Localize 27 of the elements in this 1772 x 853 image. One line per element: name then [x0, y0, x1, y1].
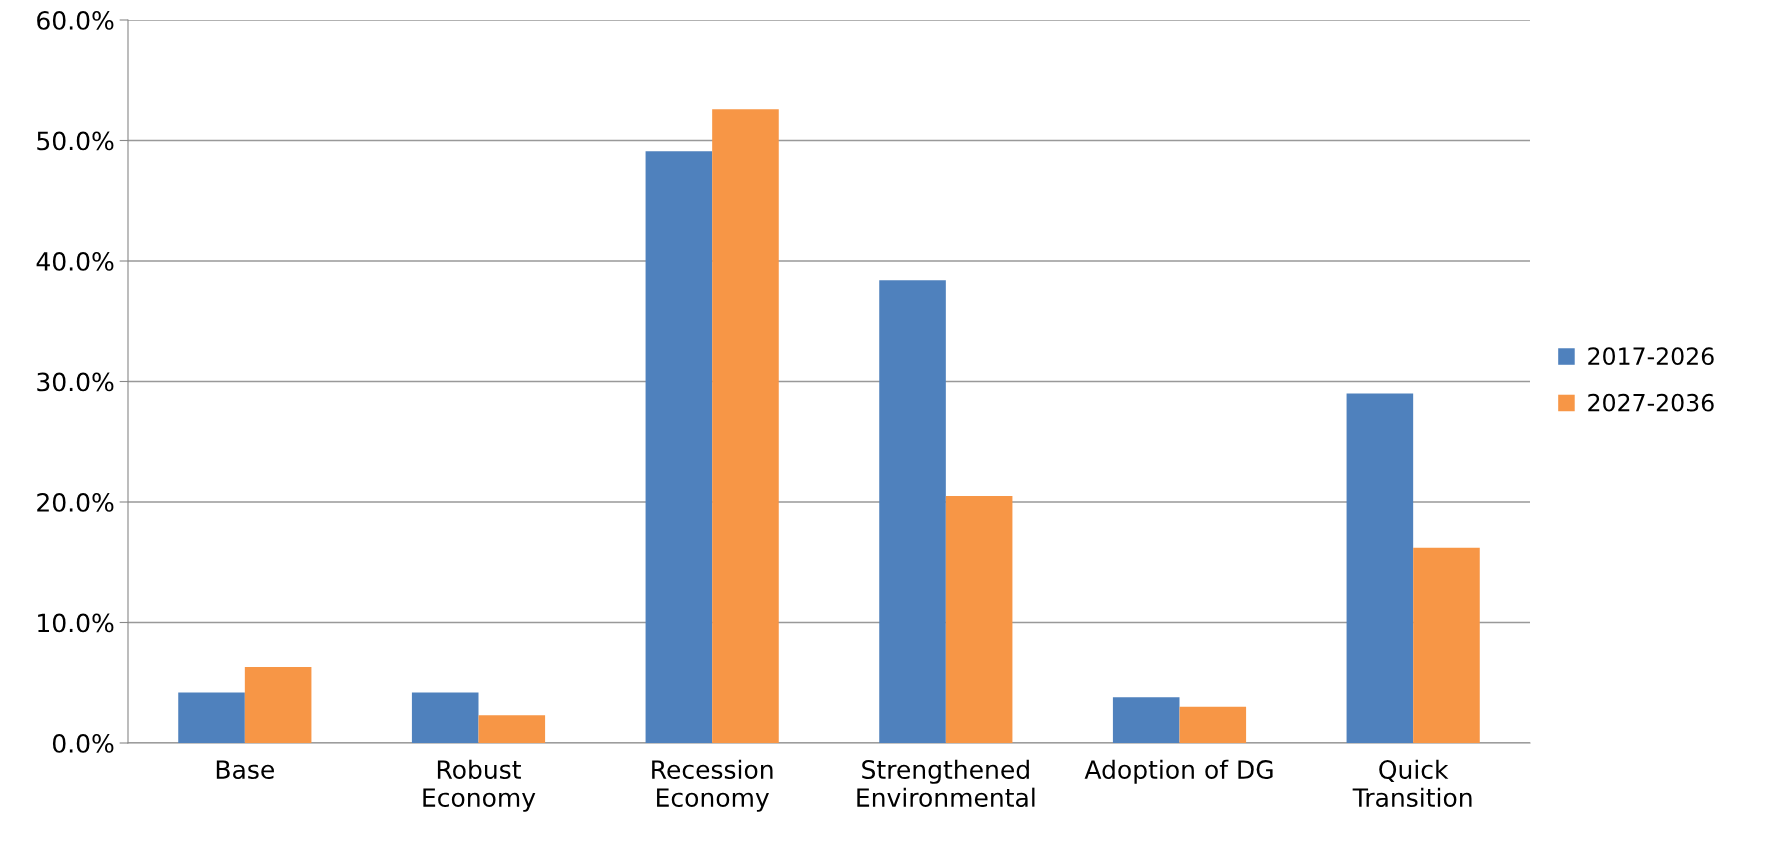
y-tick-label: 10.0% — [38, 613, 114, 633]
x-tick-label: Strengthened Environmental — [857, 759, 1035, 808]
bar — [1346, 393, 1414, 743]
y-tick-label: 20.0% — [37, 492, 114, 512]
y-tick-label: 60.0% — [37, 10, 114, 30]
x-tick-label: Quick Transition — [1352, 759, 1472, 808]
y-tick-label: 0.0% — [52, 733, 114, 753]
bar — [1413, 547, 1480, 743]
x-tick-label: Adoption of DG — [1084, 759, 1273, 784]
bar — [645, 151, 713, 743]
bar — [879, 280, 946, 743]
bar — [1112, 697, 1180, 743]
x-tick-label: Robust Economy — [423, 759, 536, 812]
legend-label: 2027-2036 — [1588, 393, 1714, 412]
y-tick-label: 50.0% — [37, 131, 114, 151]
bar — [945, 495, 1013, 743]
x-tick-label: Recession Economy — [652, 759, 773, 812]
bar — [244, 667, 312, 743]
legend-label: 2017-2026 — [1588, 347, 1714, 366]
bar — [478, 715, 546, 743]
bar — [178, 692, 245, 743]
y-tick-label: 40.0% — [36, 251, 114, 271]
y-tick-label: 30.0% — [37, 372, 114, 392]
bar — [411, 692, 479, 743]
x-tick-label: Base — [216, 760, 274, 780]
bar — [712, 109, 779, 743]
bar — [1179, 706, 1247, 743]
